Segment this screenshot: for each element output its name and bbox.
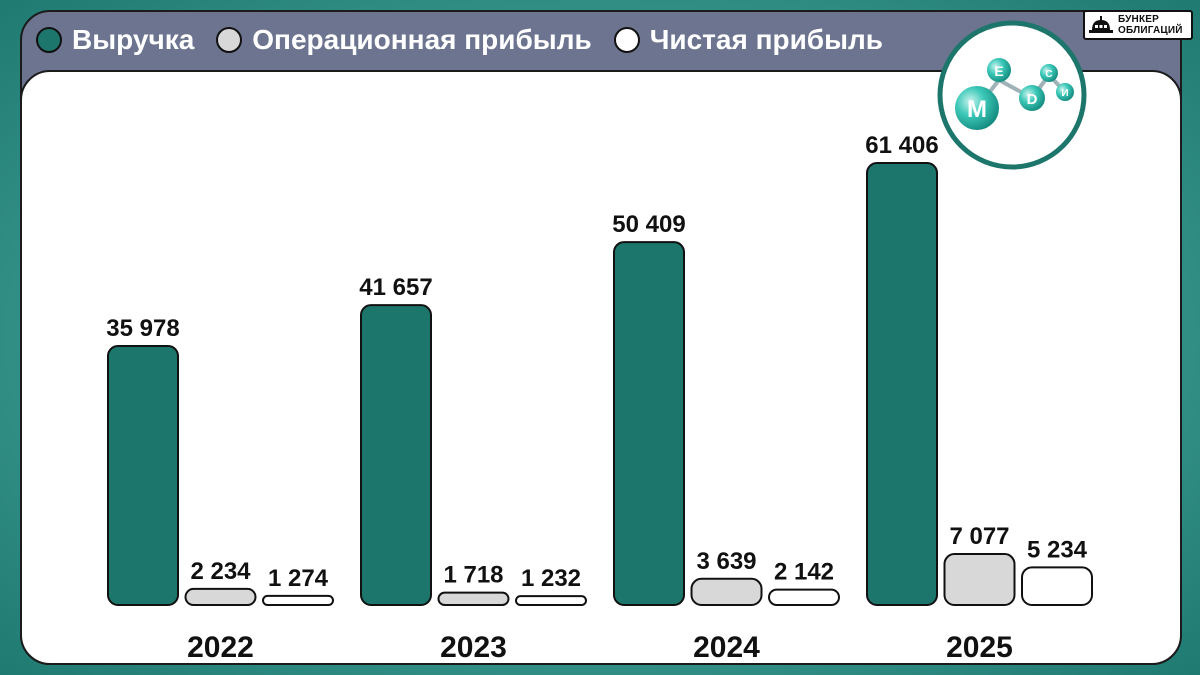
- brand-name: БУНКЕР ОБЛИГАЦИЙ: [1118, 14, 1183, 36]
- logo-letter-d: D: [1027, 91, 1038, 108]
- legend-item-revenue: Выручка: [36, 24, 194, 56]
- legend-label-operating-profit: Операционная прибыль: [252, 24, 592, 55]
- logo-letter-m: М: [967, 96, 987, 123]
- brand-badge: БУНКЕР ОБЛИГАЦИЙ: [1083, 10, 1193, 40]
- legend-label-net-profit: Чистая прибыль: [649, 24, 883, 55]
- legend-item-operating-profit: Операционная прибыль: [216, 24, 592, 56]
- legend-swatch-operating-profit: [216, 27, 243, 53]
- logo-letter-e: Е: [994, 63, 1003, 79]
- bunker-icon: [1089, 16, 1113, 33]
- legend-label-revenue: Выручка: [72, 24, 195, 55]
- legend-swatch-revenue: [36, 27, 62, 53]
- medsi-molecule-logo: М Е D С И: [937, 20, 1087, 170]
- logo-letter-c: С: [1045, 69, 1052, 80]
- logo-letter-i: И: [1061, 88, 1068, 99]
- brand-line-2: ОБЛИГАЦИЙ: [1118, 25, 1183, 36]
- brand-line-1: БУНКЕР: [1118, 14, 1160, 25]
- legend-item-net-profit: Чистая прибыль: [613, 24, 883, 56]
- legend-swatch-net-profit: [613, 27, 640, 53]
- legend: Выручка Операционная прибыль Чистая приб…: [36, 20, 883, 60]
